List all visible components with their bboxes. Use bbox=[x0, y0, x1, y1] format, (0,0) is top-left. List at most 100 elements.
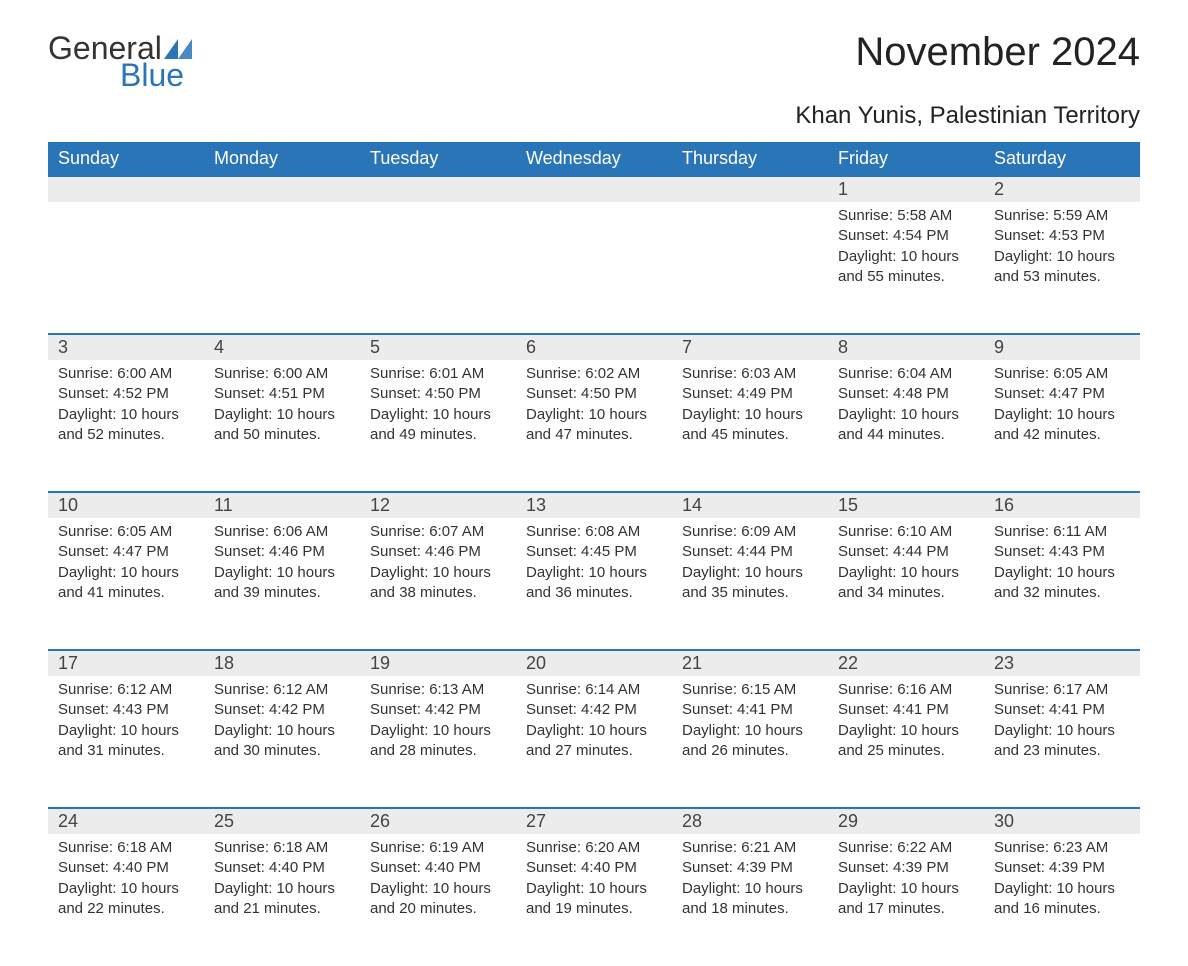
day-number-cell: 26 bbox=[360, 808, 516, 834]
sunset-line: Sunset: 4:50 PM bbox=[370, 384, 506, 404]
daylight-line: Daylight: 10 hours and 18 minutes. bbox=[682, 879, 818, 920]
day-number-cell: 5 bbox=[360, 334, 516, 360]
day-number-cell: 6 bbox=[516, 334, 672, 360]
daylight-line: Daylight: 10 hours and 26 minutes. bbox=[682, 721, 818, 762]
day-number: 30 bbox=[984, 809, 1140, 834]
day-header: Monday bbox=[204, 142, 360, 176]
day-number: 13 bbox=[516, 493, 672, 518]
day-number-cell: 2 bbox=[984, 176, 1140, 202]
sunrise-line: Sunrise: 6:05 AM bbox=[994, 364, 1130, 384]
day-number: 8 bbox=[828, 335, 984, 360]
day-details: Sunrise: 6:04 AMSunset: 4:48 PMDaylight:… bbox=[828, 360, 984, 453]
daylight-line: Daylight: 10 hours and 31 minutes. bbox=[58, 721, 194, 762]
day-number-cell: 21 bbox=[672, 650, 828, 676]
sunset-line: Sunset: 4:53 PM bbox=[994, 226, 1130, 246]
daylight-line: Daylight: 10 hours and 49 minutes. bbox=[370, 405, 506, 446]
week-body-row: Sunrise: 6:00 AMSunset: 4:52 PM Daylight:… bbox=[48, 360, 1140, 492]
sunrise-line: Sunrise: 6:07 AM bbox=[370, 522, 506, 542]
sunrise-line: Sunrise: 6:00 AM bbox=[58, 364, 194, 384]
day-header: Saturday bbox=[984, 142, 1140, 176]
sunrise-line: Sunrise: 5:58 AM bbox=[838, 206, 974, 226]
location-label: Khan Yunis, Palestinian Territory bbox=[48, 102, 1140, 130]
logo-text-blue: Blue bbox=[120, 57, 184, 94]
day-body-cell: Sunrise: 6:08 AMSunset: 4:45 PMDaylight:… bbox=[516, 518, 672, 650]
sunrise-line: Sunrise: 6:21 AM bbox=[682, 838, 818, 858]
sunset-line: Sunset: 4:42 PM bbox=[214, 700, 350, 720]
sunset-line: Sunset: 4:40 PM bbox=[526, 858, 662, 878]
empty-body-cell bbox=[516, 202, 672, 334]
sunset-line: Sunset: 4:54 PM bbox=[838, 226, 974, 246]
day-details: Sunrise: 6:01 AMSunset: 4:50 PMDaylight:… bbox=[360, 360, 516, 453]
day-body-cell: Sunrise: 6:17 AMSunset: 4:41 PMDaylight:… bbox=[984, 676, 1140, 808]
day-number-cell: 10 bbox=[48, 492, 204, 518]
day-body-cell: Sunrise: 6:22 AMSunset: 4:39 PMDaylight:… bbox=[828, 834, 984, 966]
empty-cell bbox=[516, 176, 672, 202]
daylight-line: Daylight: 10 hours and 32 minutes. bbox=[994, 563, 1130, 604]
header: General Blue November 2024 bbox=[48, 30, 1140, 94]
day-body-cell: Sunrise: 6:13 AMSunset: 4:42 PMDaylight:… bbox=[360, 676, 516, 808]
day-number: 17 bbox=[48, 651, 204, 676]
day-body-cell: Sunrise: 6:07 AMSunset: 4:46 PMDaylight:… bbox=[360, 518, 516, 650]
day-number-cell: 1 bbox=[828, 176, 984, 202]
sunset-line: Sunset: 4:42 PM bbox=[370, 700, 506, 720]
day-body-cell: Sunrise: 6:14 AMSunset: 4:42 PMDaylight:… bbox=[516, 676, 672, 808]
daylight-line: Daylight: 10 hours and 36 minutes. bbox=[526, 563, 662, 604]
sunrise-line: Sunrise: 6:13 AM bbox=[370, 680, 506, 700]
day-number: 15 bbox=[828, 493, 984, 518]
week-number-row: 17181920212223 bbox=[48, 650, 1140, 676]
daylight-line: Daylight: 10 hours and 17 minutes. bbox=[838, 879, 974, 920]
day-number: 2 bbox=[984, 177, 1140, 202]
sunset-line: Sunset: 4:48 PM bbox=[838, 384, 974, 404]
day-number-cell: 9 bbox=[984, 334, 1140, 360]
day-details: Sunrise: 6:00 AMSunset: 4:52 PMDaylight:… bbox=[48, 360, 204, 453]
sunrise-line: Sunrise: 6:11 AM bbox=[994, 522, 1130, 542]
week-body-row: Sunrise: 6:18 AM Sunset: 4:40 PM Daylight:… bbox=[48, 834, 1140, 966]
day-body-cell: Sunrise: 6:15 AMSunset: 4:41 PMDaylight:… bbox=[672, 676, 828, 808]
sunset-line: Sunset: 4:41 PM bbox=[682, 700, 818, 720]
sunset-line: Sunset: 4:39 PM bbox=[682, 858, 818, 878]
sunset-line: Sunset: 4:47 PM bbox=[58, 542, 194, 562]
day-number: 22 bbox=[828, 651, 984, 676]
sunset-line: Sunset: 4:49 PM bbox=[682, 384, 818, 404]
day-details: Sunrise: 6:19 AMSunset: 4:40 PMDaylight:… bbox=[360, 834, 516, 927]
sunset-line: Sunset: 4:43 PM bbox=[994, 542, 1130, 562]
daylight-line: Daylight: 10 hours and 34 minutes. bbox=[838, 563, 974, 604]
daylight-line: Daylight: 10 hours and 21 minutes. bbox=[214, 879, 350, 920]
sunset-line: Sunset: 4:47 PM bbox=[994, 384, 1130, 404]
day-details: Sunrise: 6:12 AMSunset: 4:43 PMDaylight:… bbox=[48, 676, 204, 769]
day-number: 29 bbox=[828, 809, 984, 834]
day-details: Sunrise: 6:20 AMSunset: 4:40 PMDaylight:… bbox=[516, 834, 672, 927]
day-details: Sunrise: 6:14 AMSunset: 4:42 PMDaylight:… bbox=[516, 676, 672, 769]
sunrise-line: Sunrise: 6:03 AM bbox=[682, 364, 818, 384]
day-body-cell: Sunrise: 6:16 AMSunset: 4:41 PMDaylight:… bbox=[828, 676, 984, 808]
day-number: 5 bbox=[360, 335, 516, 360]
daylight-line: Daylight: 10 hours and 27 minutes. bbox=[526, 721, 662, 762]
sunrise-line: Sunrise: 6:09 AM bbox=[682, 522, 818, 542]
day-body-cell: Sunrise: 6:18 AMSunset: 4:40 PMDaylight:… bbox=[204, 834, 360, 966]
day-number-cell: 18 bbox=[204, 650, 360, 676]
day-number-cell: 17 bbox=[48, 650, 204, 676]
day-details: Sunrise: 6:09 AMSunset: 4:44 PMDaylight:… bbox=[672, 518, 828, 611]
day-body-cell: Sunrise: 6:05 AMSunset: 4:47 PMDaylight:… bbox=[48, 518, 204, 650]
daylight-line: Daylight: 10 hours and 50 minutes. bbox=[214, 405, 350, 446]
day-number: 20 bbox=[516, 651, 672, 676]
day-details: Sunrise: 6:03 AMSunset: 4:49 PMDaylight:… bbox=[672, 360, 828, 453]
sunset-line: Sunset: 4:52 PM bbox=[58, 384, 194, 404]
day-header: Thursday bbox=[672, 142, 828, 176]
day-number: 6 bbox=[516, 335, 672, 360]
sunrise-line: Sunrise: 6:17 AM bbox=[994, 680, 1130, 700]
day-number-cell: 7 bbox=[672, 334, 828, 360]
daylight-line: Daylight: 10 hours and 45 minutes. bbox=[682, 405, 818, 446]
day-details: Sunrise: 6:05 AMSunset: 4:47 PMDaylight:… bbox=[48, 518, 204, 611]
daylight-line: Daylight: 10 hours and 25 minutes. bbox=[838, 721, 974, 762]
daylight-line: Daylight: 10 hours and 47 minutes. bbox=[526, 405, 662, 446]
sunrise-line: Sunrise: 6:18 AM bbox=[58, 838, 194, 858]
day-number: 11 bbox=[204, 493, 360, 518]
week-number-row: 24252627282930 bbox=[48, 808, 1140, 834]
day-header-row: SundayMondayTuesdayWednesdayThursdayFrid… bbox=[48, 142, 1140, 176]
day-body-cell: Sunrise: 6:04 AMSunset: 4:48 PMDaylight:… bbox=[828, 360, 984, 492]
sunrise-line: Sunrise: 6:10 AM bbox=[838, 522, 974, 542]
day-number-cell: 23 bbox=[984, 650, 1140, 676]
day-details: Sunrise: 6:06 AMSunset: 4:46 PMDaylight:… bbox=[204, 518, 360, 611]
day-number: 7 bbox=[672, 335, 828, 360]
